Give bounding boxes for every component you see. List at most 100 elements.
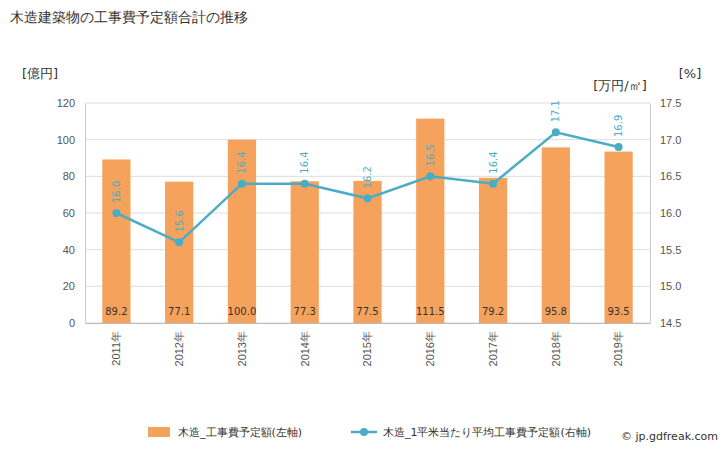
tick: 60 — [63, 207, 85, 219]
legend-label: 木造_工事費予定額(左軸) — [178, 426, 302, 439]
data-label: 95.8 — [545, 306, 567, 317]
data-label: 77.3 — [294, 306, 316, 317]
tick-label: 120 — [57, 97, 75, 109]
data-label: 79.2 — [482, 306, 504, 317]
axis-line — [86, 323, 651, 324]
tick-label: 17.5 — [660, 97, 681, 109]
legend-item: 木造_1平米当たり平均工事費予定額(右軸) — [351, 426, 591, 439]
tick-label: 2016年 — [424, 331, 436, 366]
chart: 木造建築物の工事費予定額合計の推移[億円][万円/㎡][%]© jp.gdfre… — [0, 0, 728, 450]
marker — [552, 128, 560, 136]
marker — [112, 209, 120, 217]
tick-label: 0 — [69, 317, 75, 329]
marker — [615, 143, 623, 151]
tick: 2013年 — [236, 323, 248, 366]
tick: 16.5 — [650, 170, 681, 182]
tick: 100 — [57, 134, 85, 146]
bar — [604, 152, 632, 323]
tick: 15.5 — [650, 244, 681, 256]
grid — [85, 103, 650, 323]
tick-label: 2012年 — [173, 331, 185, 366]
bar — [353, 181, 381, 323]
grid-line — [85, 139, 650, 140]
tick: 2011年 — [110, 323, 122, 366]
tick-label: 15.5 — [660, 244, 681, 256]
line — [116, 132, 618, 242]
tick-label: 2013年 — [236, 331, 248, 366]
legend: 木造_工事費予定額(左軸) 木造_1平米当たり平均工事費予定額(右軸) — [148, 426, 591, 439]
tick: 20 — [63, 280, 85, 292]
legend-swatch — [148, 427, 170, 437]
tick: 0 — [69, 317, 85, 329]
tick-label: 2019年 — [612, 331, 624, 366]
tick-label: 14.5 — [660, 317, 681, 329]
marker — [426, 172, 434, 180]
tick: 40 — [63, 244, 85, 256]
tick: 14.5 — [650, 317, 681, 329]
tick: 2015年 — [361, 323, 373, 366]
tick-label: 100 — [57, 134, 75, 146]
data-label: 111.5 — [416, 306, 445, 317]
tick: 17.5 — [650, 97, 681, 109]
y-axis-title: [億円] — [22, 66, 58, 81]
legend-item: 木造_工事費予定額(左軸) — [148, 426, 302, 439]
data-label: 89.2 — [105, 306, 127, 317]
tick-label: 2011年 — [110, 331, 122, 366]
marker — [301, 180, 309, 188]
y2-axis-title: [万円/㎡] — [593, 78, 647, 93]
y2-axis: 14.5 15.0 15.5 16.0 16.5 17.0 17.5 — [650, 97, 681, 329]
data-label: 16.4 — [299, 151, 310, 173]
bar — [291, 181, 319, 323]
source: © jp.gdfreak.com — [621, 430, 718, 443]
bar — [479, 178, 507, 323]
tick: 2016年 — [424, 323, 436, 366]
tick-label: 80 — [63, 170, 75, 182]
legend-marker — [360, 428, 368, 436]
tick-label: 17.0 — [660, 134, 681, 146]
marker — [364, 194, 372, 202]
bar — [102, 159, 130, 323]
tick-label: 16.5 — [660, 170, 681, 182]
data-label: 16.4 — [236, 151, 247, 173]
tick-label: 20 — [63, 280, 75, 292]
bar — [228, 140, 256, 323]
tick-label: 2017年 — [487, 331, 499, 366]
tick-label: 2015年 — [361, 331, 373, 366]
plot-area — [102, 119, 632, 323]
data-label: 16.5 — [425, 144, 436, 166]
y-axis: 0 20 40 60 80 100 120 — [57, 97, 86, 329]
tick-label: 15.0 — [660, 280, 681, 292]
data-label: 16.4 — [488, 151, 499, 173]
tick-label: 16.0 — [660, 207, 681, 219]
x-axis: 2011年 2012年 2013年 2014年 2015年 2016年 2017年 2018年… — [86, 323, 651, 366]
tick: 16.0 — [650, 207, 681, 219]
data-labels: 89.2 77.1 100.0 77.3 77.5 111.5 79.2 95.8 93.5 16… — [105, 100, 629, 317]
legend-label: 木造_1平米当たり平均工事費予定額(右軸) — [383, 426, 591, 439]
bar — [416, 119, 444, 323]
tick: 2014年 — [299, 323, 311, 366]
data-label: 100.0 — [228, 306, 257, 317]
bar — [165, 182, 193, 323]
data-label: 93.5 — [607, 306, 629, 317]
tick-label: 2018年 — [550, 331, 562, 366]
tick-label: 2014年 — [299, 331, 311, 366]
data-label: 15.6 — [174, 210, 185, 232]
tick: 80 — [63, 170, 85, 182]
data-label: 16.9 — [613, 115, 624, 137]
axis-line — [650, 104, 651, 324]
tick: 2012年 — [173, 323, 185, 366]
marker — [175, 238, 183, 246]
title: 木造建築物の工事費予定額合計の推移 — [10, 9, 248, 25]
tick: 120 — [57, 97, 85, 109]
tick: 2019年 — [612, 323, 624, 366]
tick: 2018年 — [550, 323, 562, 366]
data-label: 16.0 — [111, 181, 122, 203]
data-label: 77.5 — [356, 306, 378, 317]
tick: 17.0 — [650, 134, 681, 146]
tick-label: 60 — [63, 207, 75, 219]
data-label: 77.1 — [168, 306, 190, 317]
grid-line — [85, 103, 650, 104]
data-label: 16.2 — [362, 166, 373, 188]
tick: 2017年 — [487, 323, 499, 366]
tick-label: 40 — [63, 244, 75, 256]
